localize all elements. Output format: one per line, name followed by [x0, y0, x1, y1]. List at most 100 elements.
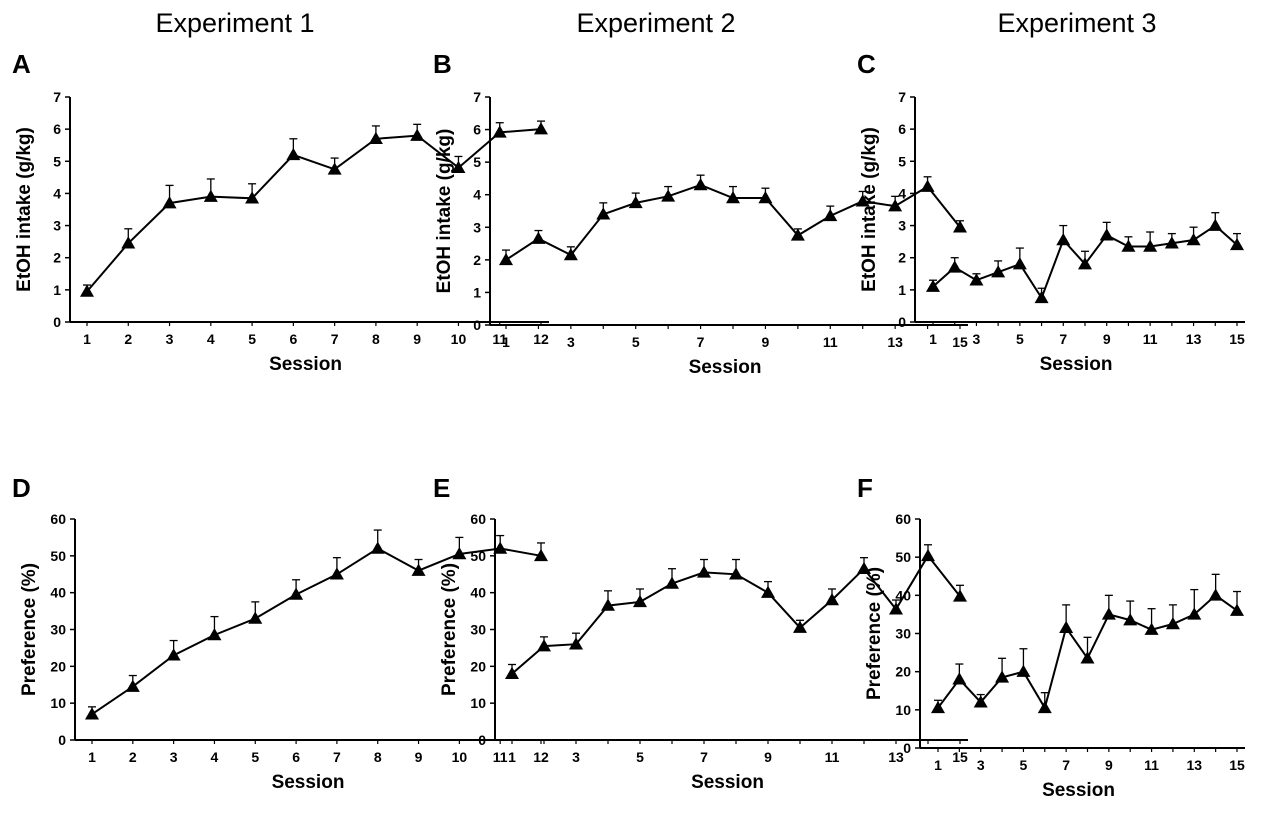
x-tick-label: 9 [762, 334, 770, 350]
y-tick-label: 10 [470, 695, 486, 711]
data-point [329, 567, 344, 580]
x-tick-label: 13 [1186, 331, 1202, 347]
data-point [931, 700, 945, 714]
y-tick-label: 60 [470, 511, 486, 527]
data-point [726, 190, 740, 204]
data-point [1164, 236, 1179, 249]
x-tick-label: 3 [567, 334, 575, 350]
data-point [973, 695, 988, 708]
x-tick-label: 9 [1105, 757, 1113, 773]
y-tick-label: 20 [895, 664, 911, 680]
y-axis-title: Preference (%) [439, 563, 460, 696]
y-tick-label: 2 [53, 250, 61, 266]
y-tick-label: 50 [895, 549, 911, 565]
y-tick-label: 3 [53, 218, 61, 234]
x-tick-label: 8 [374, 749, 382, 765]
x-tick-label: 10 [452, 749, 468, 765]
y-tick-label: 5 [53, 153, 61, 169]
data-point [888, 199, 903, 212]
data-point [451, 160, 466, 173]
y-tick-label: 40 [470, 585, 486, 601]
data-point [952, 672, 967, 685]
x-tick-label: 1 [934, 757, 942, 773]
x-tick-label: 7 [331, 331, 339, 347]
data-point [289, 587, 304, 600]
x-tick-label: 13 [887, 334, 903, 350]
data-point [493, 541, 508, 554]
data-point [995, 670, 1010, 683]
data-point [790, 228, 805, 241]
y-tick-label: 20 [50, 658, 66, 674]
x-axis-title: Session [272, 772, 345, 793]
x-axis-title: Session [1040, 354, 1113, 375]
data-point [1101, 607, 1116, 620]
y-tick-label: 6 [53, 121, 61, 137]
data-point [665, 576, 679, 589]
y-tick-label: 0 [473, 317, 481, 333]
y-tick-label: 3 [473, 219, 481, 235]
x-tick-label: 9 [1103, 331, 1111, 347]
x-tick-label: 9 [413, 331, 421, 347]
data-point [855, 194, 870, 207]
x-tick-label: 12 [533, 331, 549, 347]
data-point [1034, 290, 1049, 304]
data-point [1123, 613, 1138, 626]
y-tick-label: 30 [470, 622, 486, 638]
y-tick-label: 5 [898, 153, 906, 169]
data-point [1230, 237, 1244, 251]
data-point [121, 236, 136, 249]
x-tick-label: 12 [533, 749, 549, 765]
data-point [969, 273, 984, 286]
x-tick-label: 11 [492, 331, 507, 347]
data-point [889, 602, 903, 615]
data-point [1230, 603, 1244, 616]
x-tick-label: 2 [129, 749, 137, 765]
x-axis-title: Session [1042, 780, 1115, 801]
data-point [953, 589, 967, 602]
y-tick-label: 40 [895, 587, 911, 603]
data-point [729, 567, 743, 580]
y-tick-label: 50 [50, 548, 66, 564]
data-point [920, 179, 935, 192]
y-tick-label: 0 [898, 314, 906, 330]
x-tick-label: 7 [333, 749, 341, 765]
data-point [411, 563, 426, 576]
data-point [531, 231, 546, 244]
data-point [1165, 616, 1180, 630]
x-tick-label: 3 [572, 749, 580, 765]
x-tick-label: 11 [825, 749, 840, 765]
data-point [80, 284, 94, 297]
series-line [86, 128, 542, 293]
y-tick-label: 40 [50, 585, 66, 601]
data-point [534, 548, 548, 562]
x-tick-label: 3 [973, 331, 981, 347]
y-tick-label: 2 [473, 252, 481, 268]
data-point [991, 265, 1006, 278]
data-point [825, 593, 839, 606]
x-tick-label: 11 [493, 749, 508, 765]
data-point [1208, 588, 1223, 601]
data-point [1078, 257, 1092, 270]
data-point [1143, 239, 1158, 252]
y-tick-label: 0 [478, 732, 486, 748]
x-tick-label: 7 [1062, 757, 1070, 773]
x-tick-label: 13 [888, 749, 904, 765]
y-tick-label: 60 [50, 511, 66, 527]
x-tick-label: 5 [636, 749, 644, 765]
data-point [601, 598, 615, 611]
data-point [628, 195, 643, 209]
x-axis-title: Session [691, 772, 764, 793]
column-title-experiment-3: Experiment 3 [997, 8, 1157, 38]
x-tick-label: 5 [251, 749, 259, 765]
y-tick-label: 10 [50, 695, 66, 711]
x-tick-label: 1 [88, 749, 96, 765]
data-point [1056, 233, 1071, 246]
x-tick-label: 3 [170, 749, 178, 765]
data-point [1186, 233, 1201, 246]
data-point [758, 190, 773, 204]
y-tick-label: 60 [895, 511, 911, 527]
data-point [693, 177, 708, 191]
